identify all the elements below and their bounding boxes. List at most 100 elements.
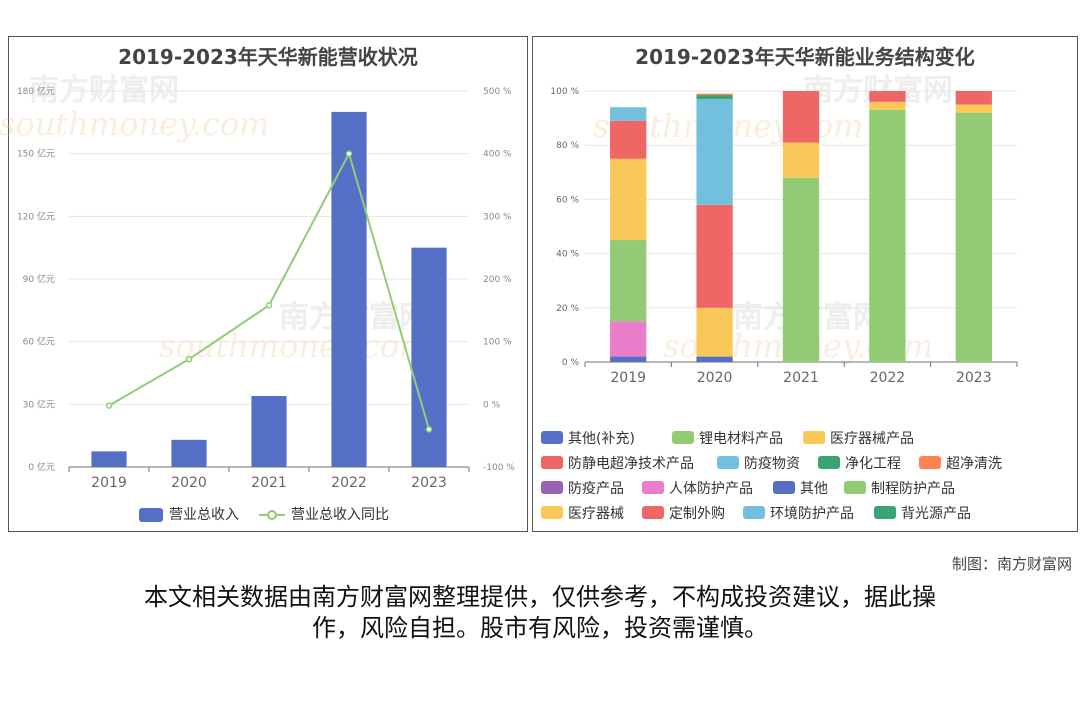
y-left-tick-label: 150 亿元 <box>17 148 55 160</box>
stack-segment <box>696 95 733 100</box>
revenue-bar <box>331 111 367 467</box>
y-left-tick-label: 60 亿元 <box>23 336 55 348</box>
legend-label: 超净清洗 <box>946 456 1002 472</box>
stack-segment <box>782 142 820 178</box>
legend-swatch <box>818 456 840 469</box>
x-tick-label: 2020 <box>171 475 207 491</box>
disclaimer-line-1: 本文相关数据由南方财富网整理提供，仅供参考，不构成投资建议，据此操 <box>144 583 936 611</box>
stack-segment <box>696 93 733 96</box>
y-right-tick-label: 200 % <box>483 275 512 285</box>
y-left-tick-label: 30 亿元 <box>23 398 55 410</box>
legend-swatch <box>541 481 563 494</box>
stack-segment <box>782 177 820 362</box>
stack-segment <box>610 107 647 121</box>
legend-label: 防疫产品 <box>568 481 624 497</box>
x-tick-label: 2022 <box>870 370 906 386</box>
legend-swatch <box>541 431 563 444</box>
structure-chart-svg: 0 % 20 % 40 % 60 % 80 % 100 % 2019 2020 2021 2022… <box>541 87 1018 522</box>
legend-label-yoy: 营业总收入同比 <box>291 507 389 523</box>
stack-segment <box>955 91 992 105</box>
y-right-tick-label: 100 % <box>483 338 512 348</box>
y-tick-label: 100 % <box>550 87 579 97</box>
y-right-tick-label: 300 % <box>483 212 512 222</box>
legend-swatch-yoy-point <box>267 510 277 520</box>
legend-label: 防静电超净技术产品 <box>568 456 694 472</box>
y-left-tick-label: 0 亿元 <box>28 461 55 473</box>
legend-label: 医疗器械 <box>568 506 624 522</box>
revenue-bar <box>251 395 287 467</box>
y-tick-label: 0 % <box>562 358 580 368</box>
stack-segment <box>696 99 733 205</box>
stack-segment <box>869 91 906 102</box>
legend-swatch <box>642 481 664 494</box>
legend-swatch <box>844 481 866 494</box>
legend-swatch-revenue <box>139 508 163 522</box>
legend-label: 人体防护产品 <box>669 481 753 497</box>
y-tick-label: 20 % <box>556 304 579 314</box>
y-right-tick-label: 0 % <box>483 400 501 410</box>
legend-label: 净化工程 <box>845 456 901 472</box>
structure-chart-panel: 2019-2023年天华新能业务结构变化 southmoney.com 南方财富… <box>532 36 1078 532</box>
y-right-tick-label: 400 % <box>483 150 512 160</box>
x-tick-label: 2021 <box>783 370 819 386</box>
stack-segment <box>696 307 733 357</box>
yoy-point <box>345 150 353 157</box>
legend-label: 锂电材料产品 <box>699 431 783 447</box>
y-left-tick-label: 180 亿元 <box>17 85 55 97</box>
legend-label: 制程防护产品 <box>871 481 955 497</box>
yoy-line <box>108 151 430 430</box>
legend-label: 环境防护产品 <box>770 506 854 522</box>
legend-swatch <box>773 481 795 494</box>
yoy-point <box>425 426 433 433</box>
x-tick-label: 2023 <box>411 475 447 491</box>
y-left-tick-label: 90 亿元 <box>23 273 55 285</box>
legend-swatch <box>919 456 941 469</box>
stack-segment <box>869 101 906 110</box>
legend-swatch <box>672 431 694 444</box>
legend-label-revenue: 营业总收入 <box>169 507 239 523</box>
legend-label: 定制外购 <box>669 506 725 522</box>
legend-swatch <box>642 506 664 519</box>
yoy-point <box>105 402 113 409</box>
y-tick-label: 40 % <box>556 250 579 260</box>
stack-segment <box>610 240 647 322</box>
yoy-point <box>185 355 193 363</box>
stack-segment <box>955 112 992 363</box>
x-tick-label: 2020 <box>697 370 733 386</box>
legend-swatch <box>803 431 825 444</box>
revenue-chart-svg: 0 亿元 30 亿元 60 亿元 90 亿元 120 亿元 150 亿元 180 亿元 -10… <box>17 85 515 523</box>
structure-chart-title: 2019-2023年天华新能业务结构变化 <box>635 45 975 69</box>
legend-label: 医疗器械产品 <box>830 431 914 447</box>
y-left-tick-label: 120 亿元 <box>17 210 55 222</box>
legend-label: 背光源产品 <box>901 506 971 522</box>
legend-label: 其他 <box>800 481 828 497</box>
revenue-bar <box>411 247 447 467</box>
x-tick-label: 2019 <box>91 475 127 491</box>
stack-segment <box>696 204 733 308</box>
x-tick-label: 2022 <box>331 475 367 491</box>
legend-label: 防疫物资 <box>744 456 800 472</box>
y-right-tick-label: -100 % <box>483 463 515 473</box>
legend-swatch <box>541 506 563 519</box>
revenue-chart-title: 2019-2023年天华新能营收状况 <box>118 45 418 69</box>
legend-swatch <box>874 506 896 519</box>
revenue-bar <box>91 451 127 467</box>
stack-segment <box>610 321 647 357</box>
stack-segment <box>955 104 992 113</box>
legend-swatch <box>743 506 765 519</box>
stack-segment <box>782 91 820 143</box>
disclaimer: 本文相关数据由南方财富网整理提供，仅供参考，不构成投资建议，据此操 作，风险自担… <box>60 582 1020 644</box>
legend-swatch <box>717 456 739 469</box>
y-tick-label: 60 % <box>556 195 579 205</box>
yoy-point <box>265 302 273 309</box>
stack-segment <box>869 109 906 362</box>
legend-label: 其他(补充) <box>568 431 635 447</box>
x-tick-label: 2023 <box>956 370 992 386</box>
x-tick-label: 2021 <box>251 475 287 491</box>
chart-credit: 制图：南方财富网 <box>951 555 1072 573</box>
stack-segment <box>610 158 647 241</box>
y-tick-label: 80 % <box>556 141 579 151</box>
disclaimer-line-2: 作，风险自担。股市有风险，投资需谨慎。 <box>312 614 768 642</box>
y-right-tick-label: 500 % <box>483 87 512 97</box>
stack-segment <box>610 120 647 159</box>
